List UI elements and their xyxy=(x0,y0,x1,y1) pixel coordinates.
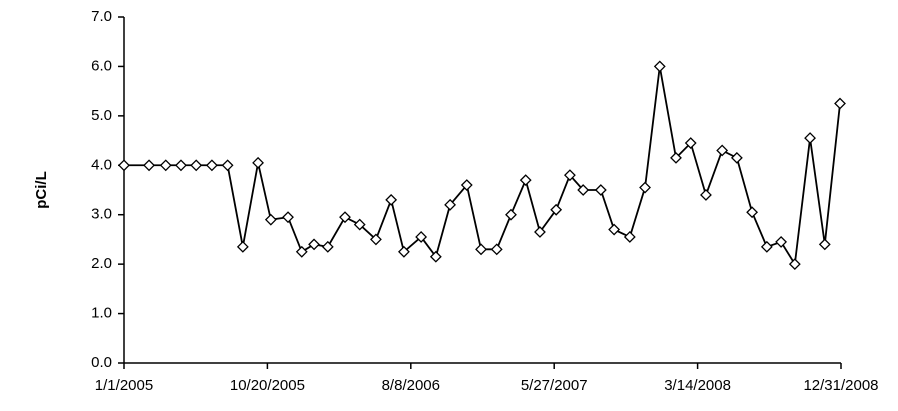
marker xyxy=(746,206,759,219)
marker xyxy=(505,208,517,221)
y-tick-label: 7.0 xyxy=(91,8,112,25)
marker xyxy=(804,132,816,145)
marker xyxy=(460,179,473,191)
marker xyxy=(716,144,729,157)
marker xyxy=(577,184,590,196)
y-tick-label: 0.0 xyxy=(91,354,112,371)
marker xyxy=(282,211,294,224)
marker xyxy=(444,198,457,211)
marker xyxy=(700,189,712,201)
y-tick-label: 2.0 xyxy=(91,255,112,272)
marker xyxy=(385,193,398,206)
marker xyxy=(339,211,351,224)
x-tick-label: 10/20/2005 xyxy=(230,377,305,394)
x-tick-label: 3/14/2008 xyxy=(664,377,731,394)
marker xyxy=(175,159,187,172)
marker xyxy=(321,240,334,253)
marker xyxy=(534,226,546,238)
marker xyxy=(370,233,382,246)
marker xyxy=(623,231,636,243)
marker xyxy=(594,184,607,196)
marker xyxy=(221,159,234,172)
marker xyxy=(653,60,666,73)
marker xyxy=(490,243,503,256)
marker xyxy=(264,213,277,226)
marker xyxy=(295,245,308,258)
y-tick-label: 6.0 xyxy=(91,57,112,74)
y-tick-label: 1.0 xyxy=(91,305,112,322)
marker xyxy=(563,169,576,182)
marker xyxy=(760,240,773,253)
marker xyxy=(818,238,831,251)
x-tick-label: 1/1/2005 xyxy=(95,377,153,394)
y-tick-label: 5.0 xyxy=(91,107,112,124)
marker xyxy=(550,203,563,216)
x-tick-label: 5/27/2007 xyxy=(521,377,588,394)
marker xyxy=(730,151,743,164)
x-tick-label: 8/8/2006 xyxy=(382,377,440,394)
y-tick-label: 4.0 xyxy=(91,156,112,173)
marker xyxy=(415,231,428,243)
marker xyxy=(670,151,682,164)
marker xyxy=(429,250,442,263)
marker xyxy=(788,258,801,271)
marker xyxy=(608,223,621,236)
marker xyxy=(252,156,264,169)
y-axis-label: pCi/L xyxy=(33,171,50,209)
marker xyxy=(834,97,846,110)
marker xyxy=(236,240,249,253)
marker xyxy=(475,243,487,256)
marker xyxy=(519,174,532,187)
marker xyxy=(775,235,788,248)
marker xyxy=(684,137,697,149)
marker xyxy=(639,181,651,194)
marker xyxy=(159,159,172,172)
x-tick-label: 12/31/2008 xyxy=(803,377,878,394)
marker xyxy=(143,159,155,172)
marker xyxy=(190,159,203,172)
marker xyxy=(353,218,366,231)
marker xyxy=(205,159,218,172)
marker xyxy=(118,159,130,172)
marker xyxy=(398,245,410,258)
y-tick-label: 3.0 xyxy=(91,206,112,223)
marker xyxy=(308,238,320,251)
